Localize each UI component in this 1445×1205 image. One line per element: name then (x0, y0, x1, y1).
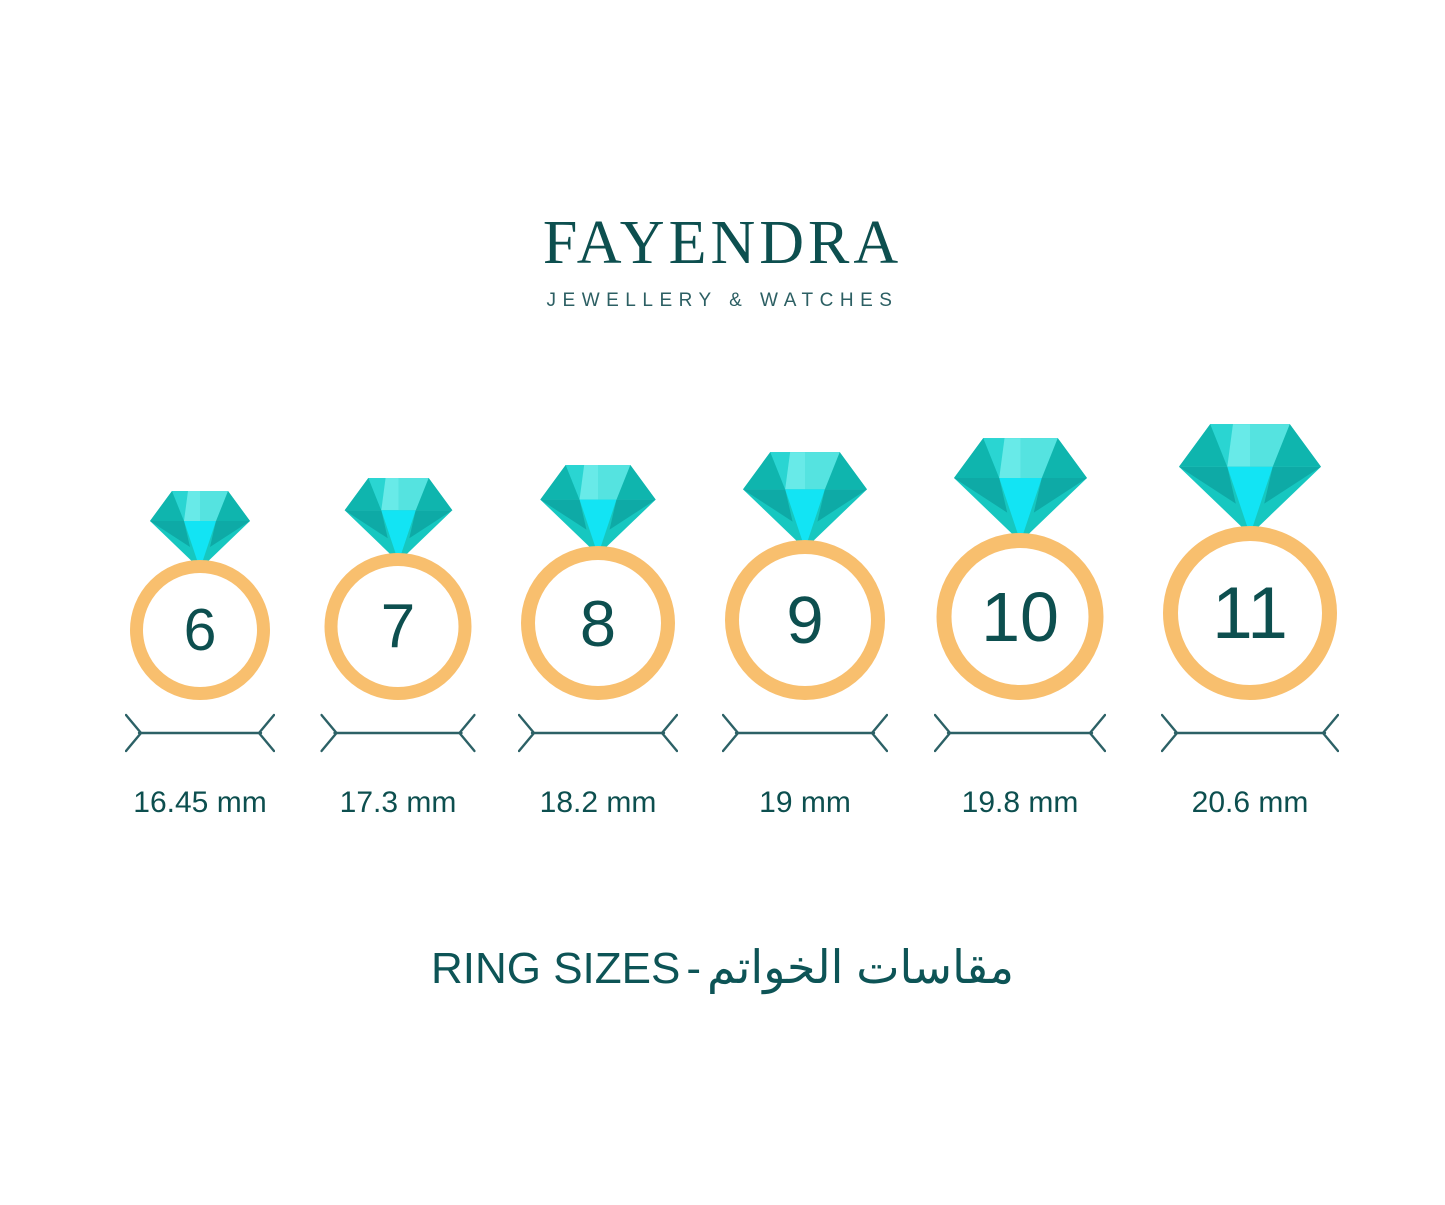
ring-size-row: 6 16.45 mm 7 17.3 mm 8 18.2 mm 9 19 mm 10 19.8 mm… (0, 424, 1445, 820)
ring-measurement-label: 18.2 mm (539, 786, 657, 819)
diamond-icon (1179, 424, 1321, 540)
ring-size-item: 10 19.8 mm (915, 438, 1125, 820)
ring-illustration: 9 (725, 452, 885, 700)
ring-illustration: 11 (1163, 424, 1337, 700)
brand-name: FAYENDRA (542, 209, 903, 277)
ring-band: 10 (936, 533, 1104, 700)
brand-logo: FAYENDRA JEWELLERY & WATCHES (0, 208, 1445, 312)
ring-size-number: 9 (786, 582, 824, 658)
diamond-icon (743, 452, 867, 554)
ring-measurement-label: 16.45 mm (133, 786, 267, 819)
ring-measurement-label: 19 mm (759, 786, 851, 819)
page-caption: RING SIZES - مقاسات الخواتم (0, 940, 1445, 996)
ring-illustration: 10 (936, 438, 1104, 700)
diamond-icon (344, 478, 452, 567)
caption-separator: - (686, 944, 701, 993)
diamond-icon (540, 465, 656, 560)
ring-band: 11 (1163, 526, 1337, 700)
ring-size-item: 9 19 mm (700, 440, 910, 820)
diamond-icon (953, 438, 1087, 547)
dimension-line (320, 713, 476, 758)
ring-size-item: 11 20.6 mm (1145, 424, 1355, 820)
ring-band: 8 (521, 546, 675, 700)
ring-band: 6 (130, 560, 270, 700)
ring-size-number: 8 (579, 586, 617, 660)
dimension-line (933, 713, 1107, 758)
ring-illustration: 6 (130, 491, 270, 700)
dimension-line (1160, 713, 1340, 758)
ring-size-item: 8 18.2 mm (493, 440, 703, 820)
ring-illustration: 8 (521, 465, 675, 700)
ring-measurement-label: 19.8 mm (961, 786, 1079, 819)
ring-band: 9 (725, 540, 885, 700)
ring-illustration: 7 (324, 478, 472, 700)
caption-english: RING SIZES (430, 944, 681, 993)
dimension-line (721, 713, 889, 758)
ring-band: 7 (324, 553, 472, 700)
ring-size-item: 6 16.45 mm (95, 440, 305, 820)
caption-arabic: مقاسات الخواتم (707, 941, 1015, 993)
dimension-line (517, 713, 679, 758)
ring-size-item: 7 17.3 mm (293, 440, 503, 820)
brand-tagline: JEWELLERY & WATCHES (546, 290, 899, 311)
ring-size-number: 6 (183, 596, 217, 663)
dimension-line (124, 713, 276, 758)
ring-size-number: 7 (380, 591, 416, 661)
ring-measurement-label: 20.6 mm (1191, 786, 1309, 819)
ring-size-number: 10 (981, 577, 1059, 656)
diamond-icon (150, 491, 250, 574)
ring-measurement-label: 17.3 mm (339, 786, 457, 819)
ring-size-number: 11 (1212, 572, 1288, 654)
